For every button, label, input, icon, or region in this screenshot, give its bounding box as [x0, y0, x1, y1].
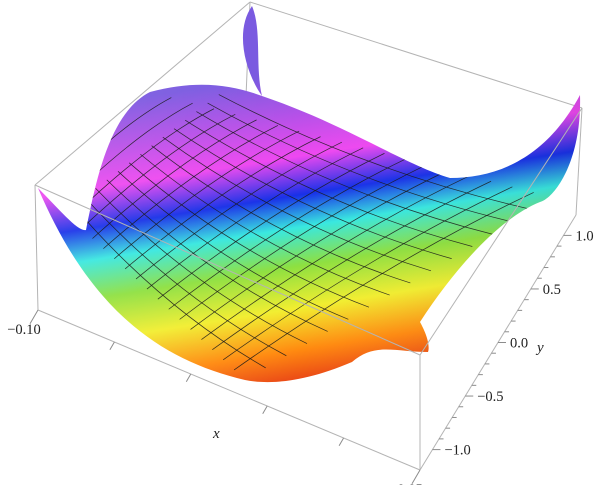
mesh-line-y — [92, 119, 257, 239]
mesh-line-y — [179, 164, 428, 320]
mesh-line-y — [135, 141, 343, 280]
mesh-line-y — [190, 169, 449, 330]
mesh-line-x — [173, 128, 452, 260]
mesh-line-x — [151, 145, 411, 284]
x-tick-label: −0.05 — [389, 482, 423, 485]
mesh-line-x — [95, 188, 308, 344]
mesh-line-y — [103, 125, 279, 249]
x-tick-mark — [29, 309, 39, 324]
mesh-line-y — [233, 192, 534, 371]
mesh-line-y — [168, 158, 406, 310]
y-tick-label: 0.0 — [510, 336, 528, 352]
x-tick-mark — [185, 373, 192, 382]
mesh-line-x — [196, 111, 494, 235]
surface-mesh — [48, 94, 535, 371]
x-tick-mark — [109, 341, 115, 350]
y-axis-ticks: −1.0 −0.5 0.0 0.5 1.0 — [432, 228, 594, 459]
y-axis-title: y — [535, 340, 544, 356]
mesh-line-y — [146, 147, 364, 290]
mesh-line-x — [184, 119, 473, 247]
mesh-line-x — [84, 196, 287, 357]
x-tick-label: −0.10 — [7, 322, 41, 338]
mesh-line-x — [117, 171, 349, 320]
mesh-line-y — [222, 186, 513, 361]
y-tick-label: 1.0 — [576, 228, 594, 244]
x-tick-mark — [338, 437, 345, 446]
mesh-line-y — [201, 175, 470, 340]
mesh-line-y — [81, 113, 236, 229]
y-tick-label: −0.5 — [477, 389, 503, 405]
x-tick-mark — [411, 469, 421, 484]
x-tick-mark — [262, 405, 268, 414]
mesh-line-y — [157, 153, 385, 300]
mesh-line-x — [162, 136, 432, 272]
x-axis-title: x — [212, 426, 220, 442]
mesh-line-x — [207, 102, 514, 223]
mesh-line-x — [72, 205, 266, 369]
mesh-line-x — [128, 162, 370, 308]
y-tick-label: 0.5 — [543, 282, 561, 298]
mesh-line-y — [114, 130, 300, 260]
y-tick-label: −1.0 — [444, 443, 470, 459]
mesh-line-y — [212, 180, 492, 350]
mesh-line-x — [218, 94, 535, 211]
mesh-line-y — [124, 136, 321, 270]
x-axis-ticks: −0.10 −0.05 — [7, 309, 423, 485]
mesh-line-x — [140, 153, 390, 296]
surface — [38, 6, 581, 383]
